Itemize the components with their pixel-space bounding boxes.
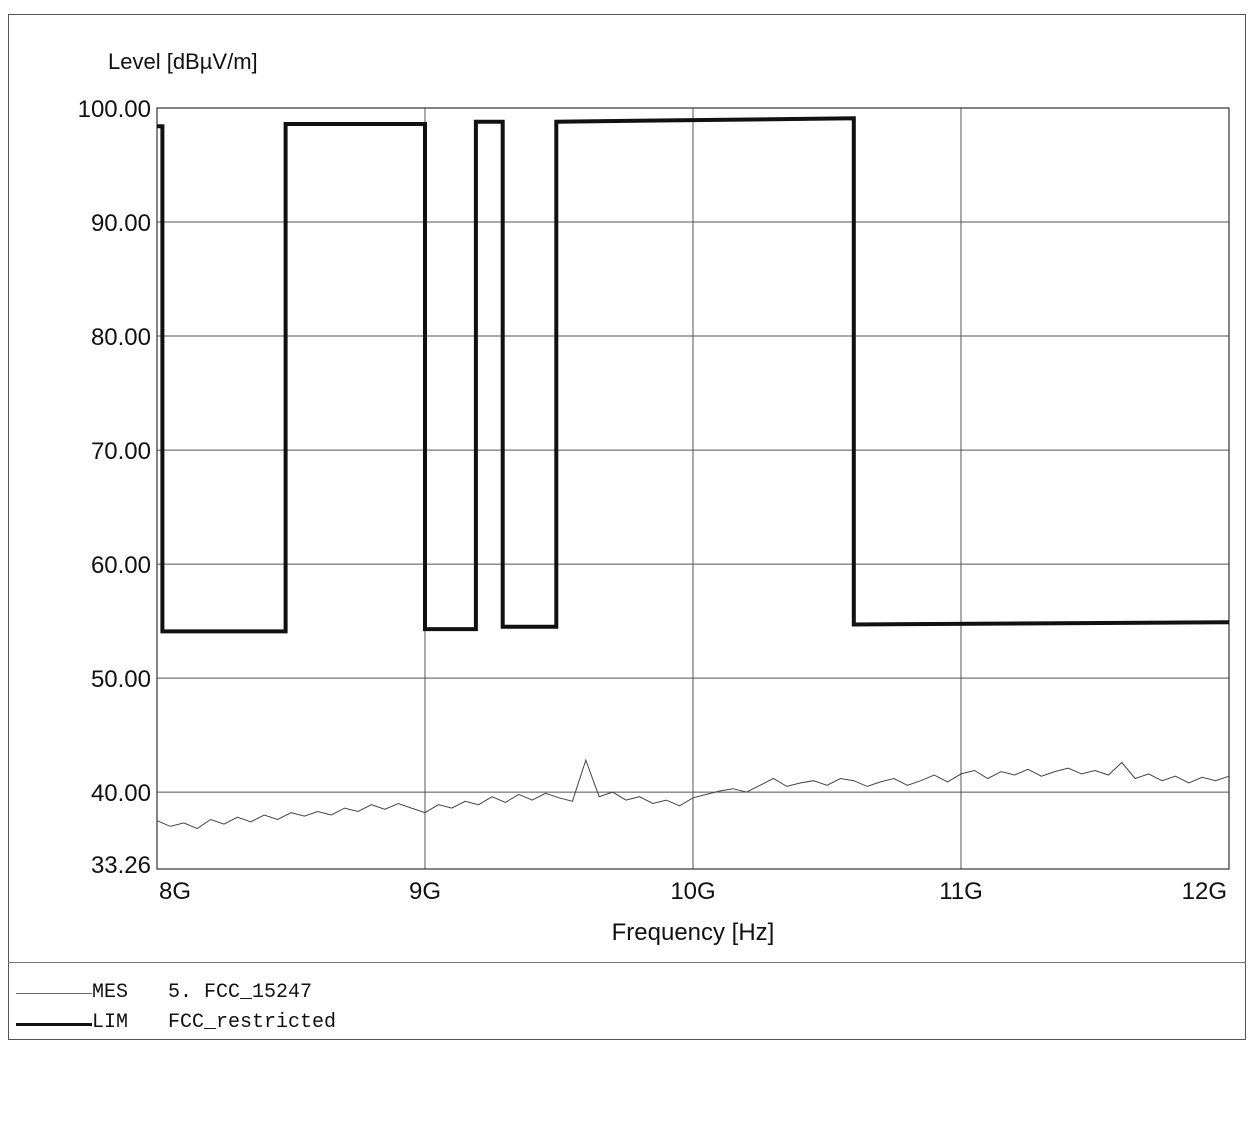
x-tick-label-0: 8G	[159, 878, 191, 905]
legend-entry-mes: MES 5. FCC_15247	[8, 981, 312, 1007]
legend-name-mes: 5. FCC_15247	[168, 981, 313, 1004]
y-tick-label-5: 50.00	[91, 666, 151, 693]
plot-area	[156, 107, 1230, 870]
legend-code-mes: MES	[92, 981, 129, 1004]
y-tick-label-6: 40.00	[91, 780, 151, 807]
legend-entry-lim: LIM FCC_restricted	[8, 1011, 336, 1037]
legend-line-lim	[16, 1023, 92, 1026]
y-tick-label-1: 90.00	[91, 210, 151, 237]
series-line-mes	[156, 758, 1230, 830]
x-tick-label-4: 12G	[1182, 878, 1227, 905]
x-tick-label-2: 10G	[670, 878, 715, 905]
y-tick-label-7: 33.26	[91, 852, 151, 879]
chart-frame	[8, 14, 1246, 1040]
y-tick-label-2: 80.00	[91, 324, 151, 351]
x-tick-label-3: 11G	[939, 878, 983, 905]
y-tick-label-4: 60.00	[91, 552, 151, 579]
x-tick-labels: 8G 9G 10G 11G 12G	[159, 878, 1227, 905]
x-tick-label-1: 9G	[409, 878, 441, 905]
grid	[157, 108, 1229, 869]
legend-name-lim: FCC_restricted	[168, 1011, 337, 1034]
y-tick-label-3: 70.00	[91, 438, 151, 465]
y-tick-label-0: 100.00	[78, 96, 151, 123]
legend: MES 5. FCC_15247 LIM FCC_restricted	[8, 962, 1246, 1034]
x-axis-label: Frequency [Hz]	[612, 919, 775, 946]
y-tick-labels: 100.00 90.00 80.00 70.00 60.00 50.00 40.00 33.2…	[78, 96, 151, 879]
series-group	[156, 116, 1230, 830]
chart-plot: Level [dBµV/m] 8G 9G 10G 11G 12G 100.00 90.00…	[78, 49, 1230, 946]
legend-code-lim: LIM	[92, 1011, 129, 1034]
legend-line-mes	[16, 993, 92, 994]
series-line-lim	[157, 116, 1230, 634]
y-axis-label: Level [dBµV/m]	[108, 49, 258, 74]
